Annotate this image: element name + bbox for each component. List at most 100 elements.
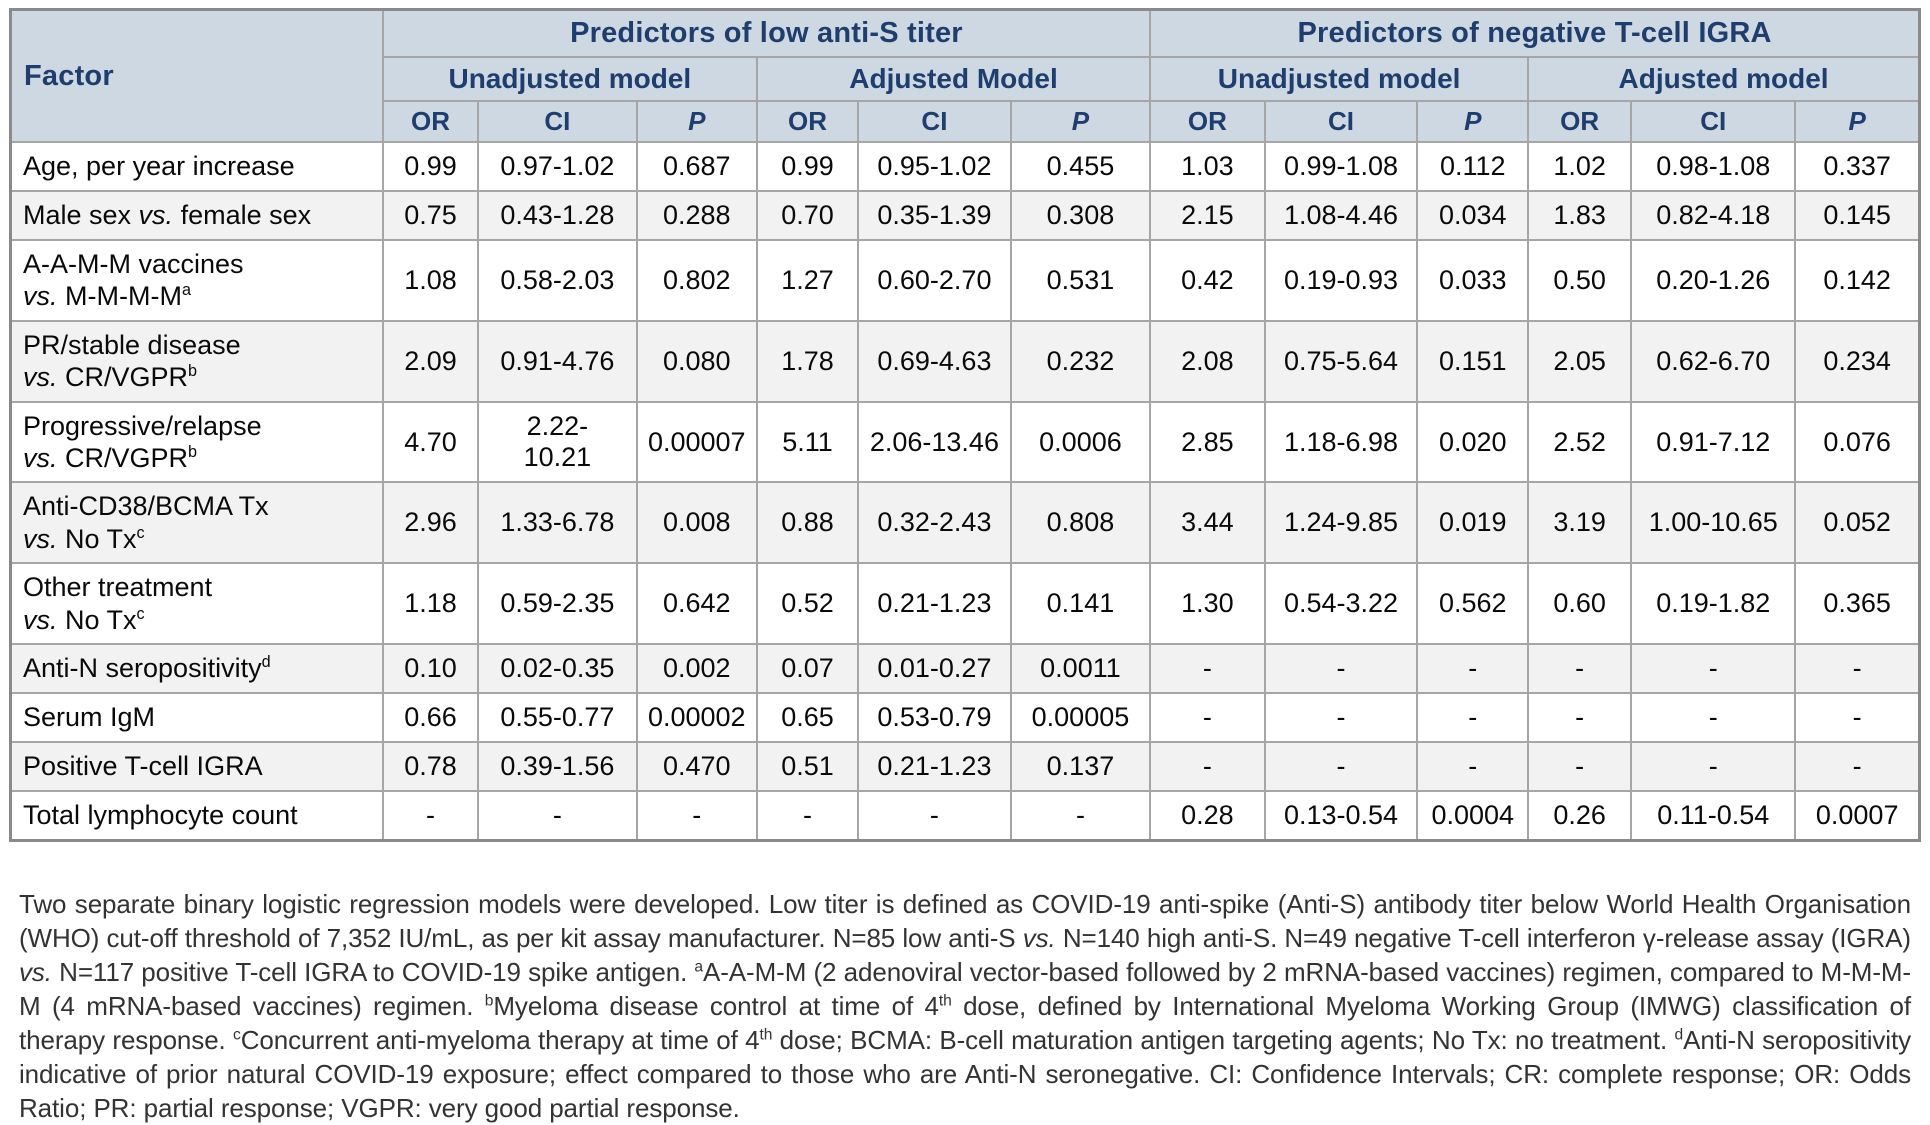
- table-row: Serum IgM 0.66 0.55-0.77 0.00002 0.65 0.53-0.…: [9, 692, 1921, 744]
- p-cell: -: [1416, 642, 1530, 695]
- p-cell: 0.0004: [1416, 790, 1530, 842]
- ci-cell: 0.32-2.43: [857, 481, 1012, 565]
- ci-cell: -: [477, 790, 638, 842]
- or-cell: -: [1527, 692, 1633, 744]
- or-cell: 0.50: [1527, 239, 1633, 322]
- table-row: Anti-N seropositivityd 0.10 0.02-0.35 0.002…: [9, 642, 1921, 695]
- ci-cell: -: [1630, 741, 1797, 793]
- factor-cell: Progressive/relapse vs. CR/VGPRb: [9, 400, 384, 484]
- ci-cell: -: [1263, 692, 1419, 744]
- p-cell: 0.808: [1009, 481, 1152, 565]
- table-row: Age, per year increase 0.99 0.97-1.02 0.687…: [9, 140, 1921, 193]
- table-row: Male sex vs. female sex 0.75 0.43-1.28 0.28…: [9, 190, 1921, 242]
- ci-cell: -: [1263, 642, 1419, 695]
- or-cell: 2.15: [1149, 190, 1266, 242]
- header-row-groups: Factor Predictors of low anti-S titer Pr…: [9, 8, 1921, 143]
- p-cell: 0.642: [635, 562, 758, 645]
- or-cell: -: [381, 790, 480, 842]
- model-header-adjusted-anti-s: Adjusted Model: [755, 56, 1152, 102]
- p-cell: 0.008: [635, 481, 758, 565]
- or-column-header: OR: [1149, 100, 1266, 143]
- header-row-models: Unadjusted model Adjusted Model Unadjust…: [11, 56, 1921, 102]
- p-cell: 0.00007: [635, 400, 758, 484]
- p-cell: 0.00002: [635, 692, 758, 744]
- or-cell: 0.26: [1527, 790, 1633, 842]
- p-cell: 0.562: [1416, 562, 1530, 645]
- or-cell: 0.52: [755, 562, 860, 645]
- p-cell: 0.234: [1794, 319, 1921, 403]
- or-cell: 1.03: [1149, 140, 1266, 193]
- table-row: PR/stable disease vs. CR/VGPRb 2.09 0.91-4.…: [9, 319, 1921, 403]
- ci-cell: 0.02-0.35: [477, 642, 638, 695]
- or-cell: 4.70: [381, 400, 480, 484]
- ci-cell: 0.69-4.63: [857, 319, 1012, 403]
- or-cell: -: [1149, 642, 1266, 695]
- ci-cell: 0.95-1.02: [857, 140, 1012, 193]
- p-cell: 0.145: [1794, 190, 1921, 242]
- p-cell: 0.308: [1009, 190, 1152, 242]
- p-cell: 0.019: [1416, 481, 1530, 565]
- or-cell: 2.05: [1527, 319, 1633, 403]
- p-cell: 0.455: [1009, 140, 1152, 193]
- ci-cell: 0.62-6.70: [1630, 319, 1797, 403]
- or-cell: 1.78: [755, 319, 860, 403]
- ci-cell: 0.01-0.27: [857, 642, 1012, 695]
- or-cell: 1.02: [1527, 140, 1633, 193]
- ci-cell: 1.24-9.85: [1263, 481, 1419, 565]
- model-header-unadjusted-igra: Unadjusted model: [1149, 56, 1530, 102]
- ci-cell: 0.39-1.56: [477, 741, 638, 793]
- factor-cell: Age, per year increase: [9, 140, 384, 193]
- p-cell: 0.151: [1416, 319, 1530, 403]
- or-column-header: OR: [755, 100, 860, 143]
- or-cell: 2.96: [381, 481, 480, 565]
- table-row: Total lymphocyte count - - - - - -0.28 0.13-0.5…: [9, 790, 1921, 842]
- p-cell: 0.034: [1416, 190, 1530, 242]
- factor-column-header: Factor: [9, 8, 384, 143]
- ci-cell: 0.99-1.08: [1263, 140, 1419, 193]
- ci-cell: 0.21-1.23: [857, 562, 1012, 645]
- p-cell: 0.112: [1416, 140, 1530, 193]
- ci-cell: 1.08-4.46: [1263, 190, 1419, 242]
- ci-cell: 0.58-2.03: [477, 239, 638, 322]
- factor-cell: Positive T-cell IGRA: [9, 741, 384, 793]
- model-header-unadjusted-anti-s: Unadjusted model: [381, 56, 758, 102]
- or-cell: 0.60: [1527, 562, 1633, 645]
- p-cell: 0.141: [1009, 562, 1152, 645]
- or-cell: 0.99: [381, 140, 480, 193]
- p-cell: 0.687: [635, 140, 758, 193]
- ci-cell: 0.91-7.12: [1630, 400, 1797, 484]
- factor-cell: Anti-N seropositivityd: [9, 642, 384, 695]
- p-cell: 0.0011: [1009, 642, 1152, 695]
- ci-cell: 0.35-1.39: [857, 190, 1012, 242]
- ci-cell: 0.82-4.18: [1630, 190, 1797, 242]
- p-cell: 0.052: [1794, 481, 1921, 565]
- ci-cell: 0.53-0.79: [857, 692, 1012, 744]
- or-cell: 3.44: [1149, 481, 1266, 565]
- p-cell: 0.337: [1794, 140, 1921, 193]
- or-cell: 0.42: [1149, 239, 1266, 322]
- or-cell: 1.30: [1149, 562, 1266, 645]
- ci-column-header: CI: [477, 100, 638, 143]
- p-cell: -: [1794, 642, 1921, 695]
- p-cell: -: [1794, 741, 1921, 793]
- or-cell: 1.83: [1527, 190, 1633, 242]
- or-cell: -: [1149, 741, 1266, 793]
- p-cell: -: [1416, 692, 1530, 744]
- p-column-header: P: [635, 100, 758, 143]
- or-cell: 0.70: [755, 190, 860, 242]
- or-column-header: OR: [1527, 100, 1633, 143]
- or-cell: -: [755, 790, 860, 842]
- group-header-anti-s: Predictors of low anti-S titer: [381, 8, 1152, 58]
- ci-cell: 0.11-0.54: [1630, 790, 1797, 842]
- p-cell: 0.033: [1416, 239, 1530, 322]
- ci-column-header: CI: [857, 100, 1012, 143]
- p-column-header: P: [1416, 100, 1530, 143]
- ci-cell: 0.55-0.77: [477, 692, 638, 744]
- ci-cell: 0.91-4.76: [477, 319, 638, 403]
- p-cell: 0.0006: [1009, 400, 1152, 484]
- or-cell: 0.07: [755, 642, 860, 695]
- table-header: Factor Predictors of low anti-S titer Pr…: [9, 8, 1921, 143]
- ci-cell: 2.22- 10.21: [477, 400, 638, 484]
- p-column-header: P: [1794, 100, 1921, 143]
- ci-cell: 0.97-1.02: [477, 140, 638, 193]
